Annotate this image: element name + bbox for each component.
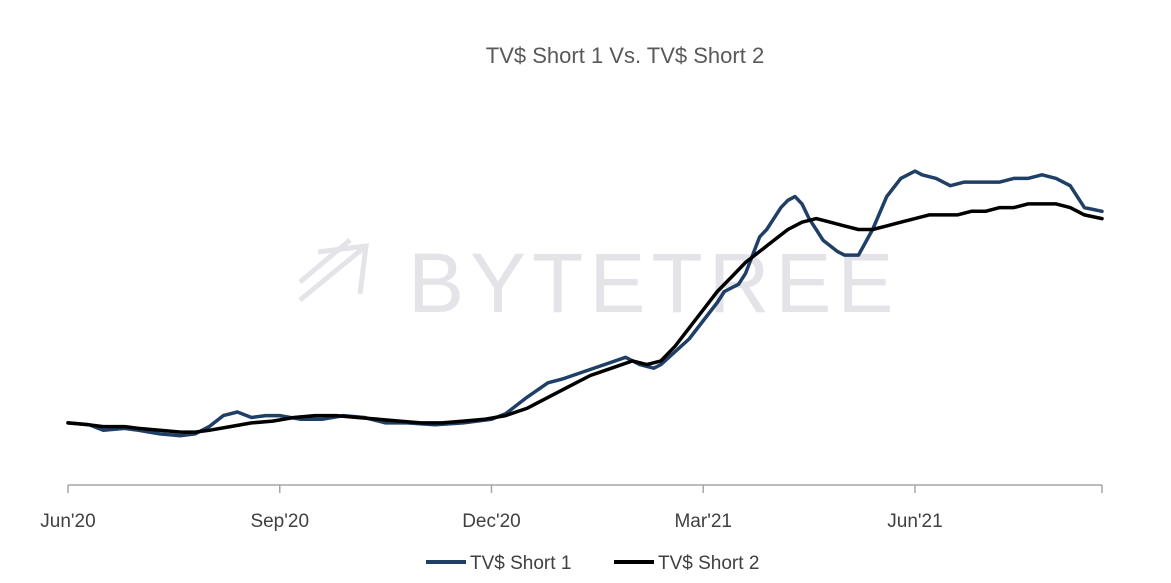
watermark-text: BYTETREE (408, 236, 899, 330)
legend-label-series-1: TV$ Short 1 (470, 553, 571, 574)
x-axis-ticks: Jun'20 Sep'20 Dec'20 Mar'21 Jun'21 (40, 485, 1103, 532)
chart-title: TV$ Short 1 Vs. TV$ Short 2 (486, 43, 764, 68)
watermark-arrow-icon (298, 238, 369, 302)
x-tick-label: Dec'20 (462, 511, 521, 532)
x-tick-label: Jun'21 (887, 511, 942, 532)
series-layer (66, 169, 1104, 438)
watermark: BYTETREE (298, 236, 899, 330)
x-tick-label: Jun'20 (40, 511, 95, 532)
series-line-2 (66, 202, 1104, 434)
x-tick-label: Mar'21 (674, 511, 731, 532)
legend: TV$ Short 1 TV$ Short 2 (426, 553, 759, 574)
x-tick-label: Sep'20 (250, 511, 309, 532)
legend-label-series-2: TV$ Short 2 (658, 553, 759, 574)
series-line-1 (66, 169, 1104, 438)
